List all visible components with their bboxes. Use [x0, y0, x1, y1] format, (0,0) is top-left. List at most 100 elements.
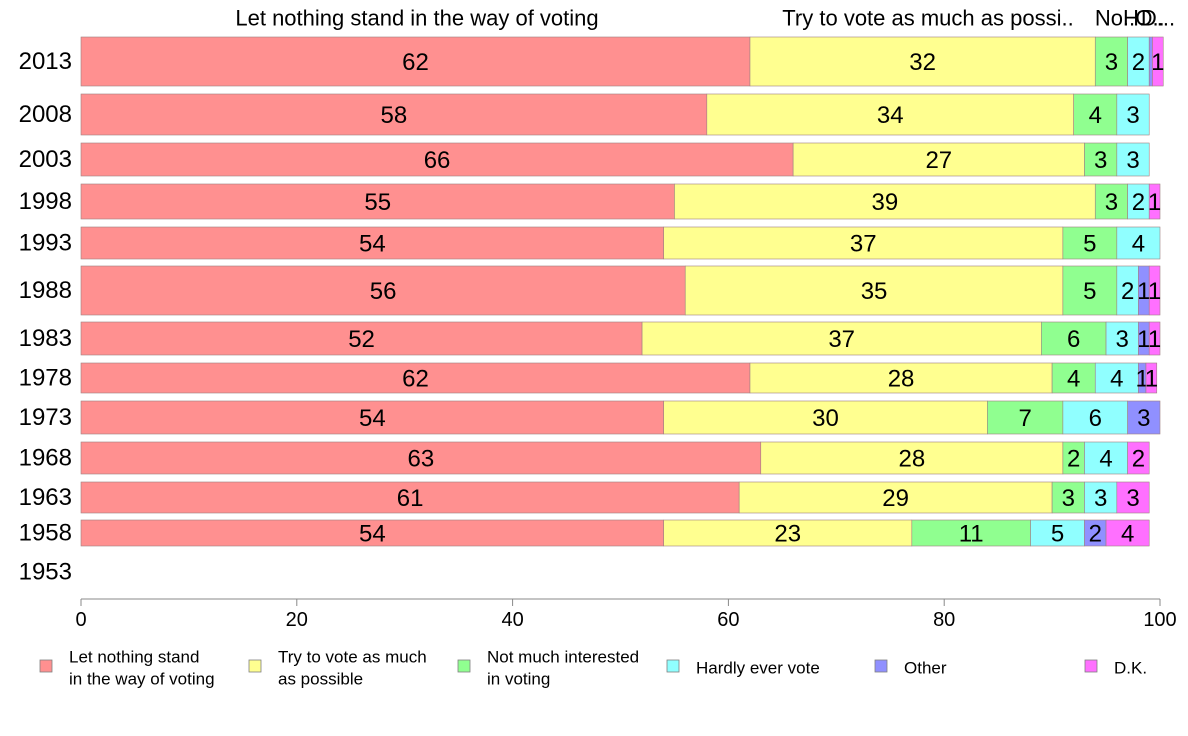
value-label: 62: [402, 366, 429, 393]
x-tick-label: 0: [75, 609, 86, 631]
bar-segment: [911, 519, 1031, 547]
bar-segment: [1051, 362, 1096, 394]
value-label: 34: [877, 102, 904, 129]
bar-segment: [1116, 226, 1161, 260]
bar-segment: [1116, 142, 1150, 177]
bar-segment: [1062, 400, 1128, 435]
legend-label: Not much interested: [487, 648, 639, 667]
bar-segment: [1116, 93, 1150, 136]
value-label: 55: [364, 189, 391, 216]
year-label-1993: 1993: [19, 230, 72, 257]
year-label-1968: 1968: [19, 445, 72, 472]
value-label: 3: [1137, 405, 1150, 432]
bar-segment: [663, 226, 1064, 260]
year-label-1998: 1998: [19, 188, 72, 215]
bar-segment: [80, 441, 762, 475]
value-label: 3: [1105, 189, 1118, 216]
series-header-label: Let nothing stand in the way of voting: [235, 6, 598, 31]
value-label: 5: [1083, 231, 1096, 258]
x-tick-label: 40: [501, 609, 523, 631]
value-label: 1: [1148, 189, 1161, 216]
value-label: 1: [1145, 366, 1158, 393]
bar-segment: [1051, 481, 1085, 514]
year-label-2008: 2008: [19, 101, 72, 128]
bar-segment: [706, 93, 1074, 136]
value-label: 28: [888, 366, 915, 393]
value-label: 7: [1018, 405, 1031, 432]
bar-segment: [80, 481, 740, 514]
series-header-label: Try to vote as much as possi..: [782, 6, 1073, 31]
value-label: 3: [1094, 485, 1107, 512]
value-label: 35: [861, 278, 888, 305]
bar-segment: [749, 362, 1053, 394]
x-tick-label: 20: [286, 609, 308, 631]
bar-segment: [80, 362, 751, 394]
value-label: 63: [408, 446, 435, 473]
value-label: 62: [402, 49, 429, 76]
legend-label: in the way of voting: [69, 670, 215, 689]
bar-segment: [749, 36, 1096, 87]
year-label-1953: 1953: [19, 559, 72, 586]
bar-segment: [1148, 265, 1161, 316]
bar-segment: [987, 400, 1064, 435]
value-label: 3: [1126, 147, 1139, 174]
value-label: 56: [370, 278, 397, 305]
bar-segment: [1148, 183, 1161, 220]
value-label: 54: [359, 405, 386, 432]
value-label: 29: [882, 485, 909, 512]
value-label: 2: [1132, 189, 1145, 216]
series-header-label: No..: [1095, 6, 1135, 31]
value-label: 27: [925, 147, 952, 174]
value-label: 4: [1089, 102, 1102, 129]
series-header-label: O..: [1135, 6, 1164, 31]
bar-segment: [1127, 400, 1161, 435]
value-label: 3: [1094, 147, 1107, 174]
value-label: 1: [1151, 49, 1164, 76]
value-label: 1: [1148, 278, 1161, 305]
year-label-1958: 1958: [19, 520, 72, 547]
legend-label: D.K.: [1114, 659, 1147, 678]
legend-swatch: [1084, 659, 1098, 673]
value-label: 1: [1137, 278, 1150, 305]
bar-segment: [1084, 142, 1118, 177]
bar-segment: [1073, 93, 1118, 136]
bar-segment: [1094, 183, 1128, 220]
value-label: 61: [397, 485, 424, 512]
value-label: 2: [1121, 278, 1134, 305]
value-label: 30: [812, 405, 839, 432]
x-tick-label: 80: [933, 609, 955, 631]
bar-segment: [80, 265, 686, 316]
year-label-1988: 1988: [19, 277, 72, 304]
value-label: 28: [898, 446, 925, 473]
value-label: 6: [1089, 405, 1102, 432]
legend-label: Hardly ever vote: [696, 659, 820, 678]
value-label: 11: [959, 521, 984, 548]
value-label: 2: [1132, 446, 1145, 473]
legend-label: Try to vote as much: [278, 648, 427, 667]
value-label: 2: [1132, 49, 1145, 76]
value-label: 1: [1136, 366, 1149, 393]
bar-segment: [760, 441, 1064, 475]
value-label: 4: [1132, 231, 1145, 258]
value-label: 23: [774, 521, 801, 548]
value-label: 3: [1105, 49, 1118, 76]
value-label: 5: [1083, 278, 1096, 305]
bar-segment: [80, 142, 794, 177]
value-label: 3: [1126, 102, 1139, 129]
value-label: 5: [1051, 521, 1064, 548]
year-label-1963: 1963: [19, 484, 72, 511]
x-tick-label: 60: [717, 609, 739, 631]
value-label: 2: [1089, 521, 1102, 548]
bar-segment: [1094, 36, 1128, 87]
bar-segment: [1145, 362, 1158, 394]
bar-segment: [80, 226, 664, 260]
bar-segment: [1105, 519, 1150, 547]
legend-swatch: [39, 659, 53, 673]
bar-segment: [684, 265, 1064, 316]
legend-label: Other: [904, 659, 947, 678]
bar-segment: [1105, 321, 1139, 356]
value-label: 4: [1110, 366, 1123, 393]
bar-segment: [1041, 321, 1107, 356]
series-header-label: H..: [1123, 6, 1151, 31]
series-header-label: D...: [1141, 6, 1175, 31]
